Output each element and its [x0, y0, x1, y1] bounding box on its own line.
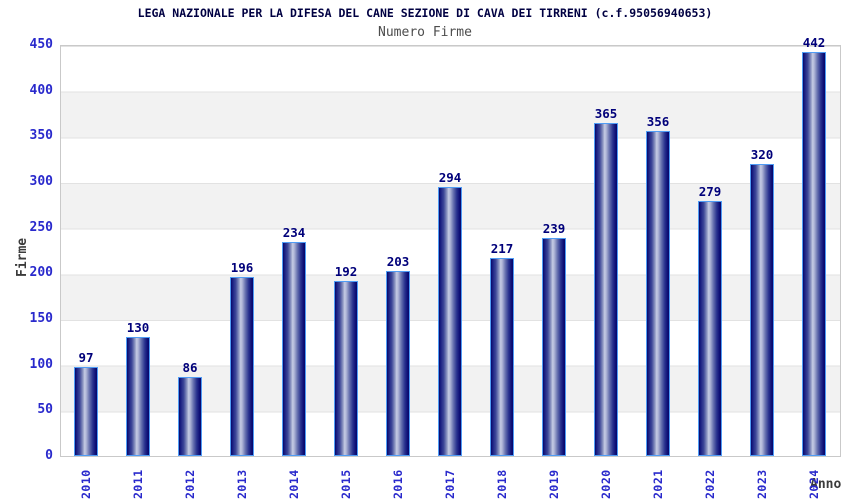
- x-axis-tick-label: 2022: [703, 469, 717, 499]
- bar-2012: [178, 377, 202, 456]
- bar-value-label: 279: [698, 184, 722, 200]
- bar-2022: [698, 201, 722, 456]
- bar-2017: [438, 187, 462, 456]
- bar-value-label: 217: [490, 240, 514, 256]
- y-axis-tick-label: 0: [45, 448, 53, 463]
- x-axis-title: Anno: [810, 477, 842, 492]
- x-axis-tick-label: 2024: [807, 469, 821, 499]
- bar-2019: [542, 237, 566, 456]
- y-axis-tick-label: 200: [29, 265, 53, 281]
- bar-2015: [334, 280, 358, 456]
- x-axis-tick-label: 2020: [599, 469, 613, 499]
- y-axis-tick-label: 100: [29, 356, 53, 372]
- bar-value-label: 203: [386, 253, 410, 269]
- bar-2021: [646, 130, 670, 456]
- bar-value-label: 130: [126, 320, 150, 336]
- x-axis-tick-label: 2017: [443, 469, 457, 499]
- bar-value-label: 320: [750, 146, 774, 162]
- y-axis-tick-label: 250: [29, 219, 53, 235]
- bar-value-label: 234: [282, 225, 306, 241]
- bar-value-label: 97: [78, 350, 94, 366]
- y-axis-tick-label: 300: [29, 174, 53, 189]
- bar-2010: [74, 367, 98, 456]
- x-axis-tick-label: 2013: [235, 469, 249, 499]
- y-axis-tick-label: 150: [29, 311, 53, 326]
- y-axis-tick-label: 350: [29, 128, 53, 144]
- y-axis-tick-label: 450: [29, 37, 53, 52]
- bar-value-label: 86: [182, 360, 198, 376]
- bar-2020: [594, 122, 618, 456]
- x-axis-tick-label: 2011: [131, 469, 145, 499]
- x-axis-tick-label: 2016: [391, 469, 405, 499]
- bar-2014: [282, 242, 306, 456]
- bar-value-label: 196: [230, 259, 254, 275]
- bar-2023: [750, 163, 774, 456]
- x-axis-tick-label: 2021: [651, 469, 665, 499]
- chart-title: LEGA NAZIONALE PER LA DIFESA DEL CANE SE…: [137, 6, 713, 20]
- x-axis-tick-label: 2015: [339, 469, 353, 499]
- chart-subtitle: Numero Firme: [378, 25, 472, 40]
- x-axis-tick-label: 2023: [755, 469, 769, 499]
- bar-value-label: 294: [438, 170, 462, 186]
- bar-2018: [490, 257, 514, 456]
- bar-value-label: 365: [594, 105, 618, 121]
- bar-2013: [230, 276, 254, 456]
- bar-2024: [802, 52, 826, 456]
- x-axis-tick-label: 2018: [495, 469, 509, 499]
- x-axis-tick-label: 2012: [183, 469, 197, 499]
- bar-value-label: 356: [646, 113, 670, 129]
- bar-value-label: 239: [542, 220, 566, 236]
- y-axis-tick-label: 50: [37, 402, 53, 418]
- y-axis-tick-label: 400: [29, 82, 53, 98]
- bar-2011: [126, 337, 150, 456]
- x-axis-tick-label: 2010: [79, 469, 93, 499]
- bar-2016: [386, 270, 410, 456]
- x-axis-tick-label: 2014: [287, 469, 301, 499]
- x-axis-tick-label: 2019: [547, 469, 561, 499]
- bar-value-label: 192: [334, 263, 358, 279]
- bar-value-label: 442: [802, 35, 826, 51]
